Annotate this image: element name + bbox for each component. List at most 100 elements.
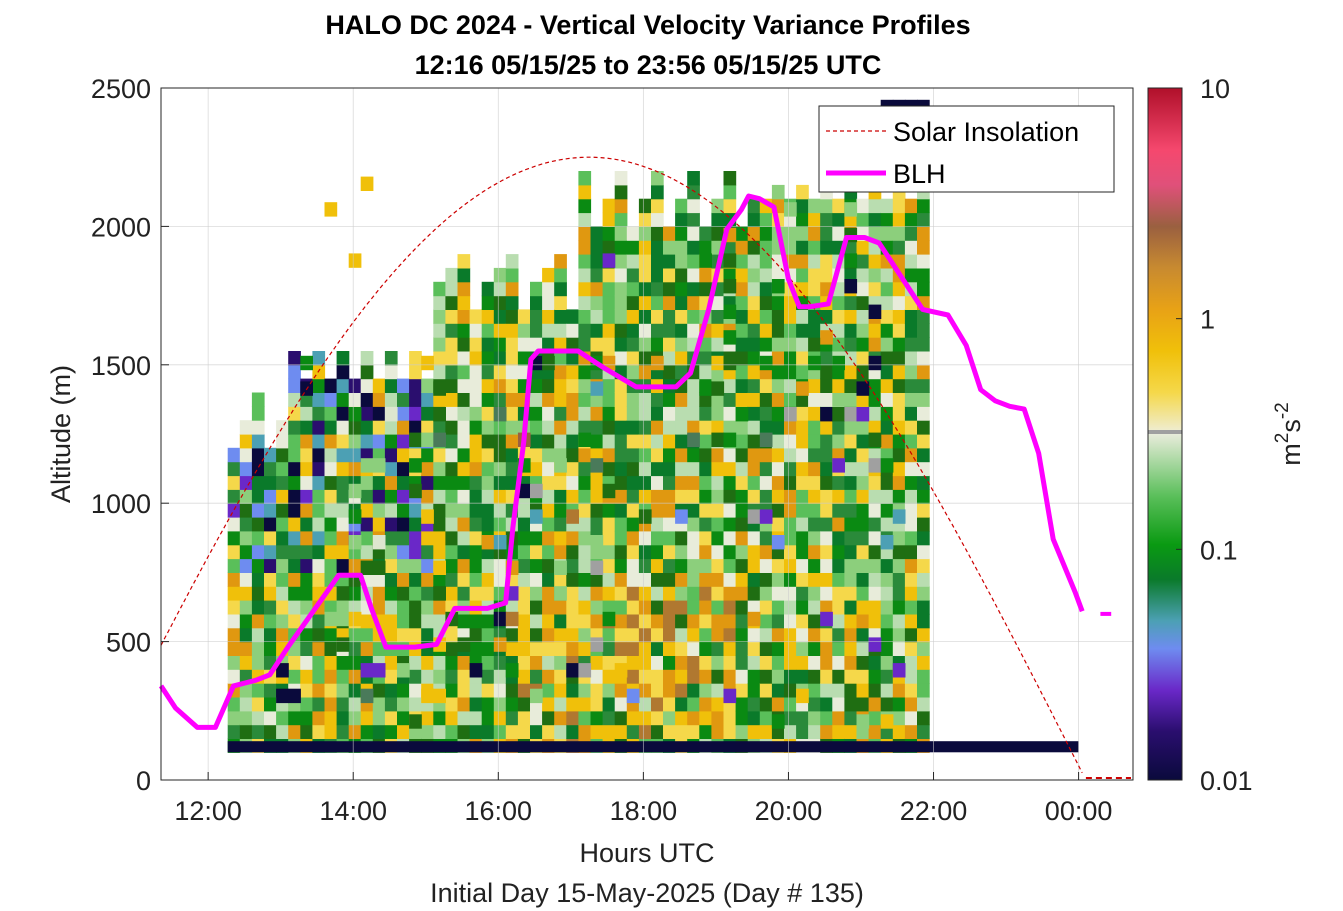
variance-cell	[723, 669, 737, 684]
variance-cell	[566, 613, 579, 629]
variance-cell	[445, 697, 459, 712]
variance-cell	[856, 655, 870, 670]
variance-cell	[759, 544, 773, 560]
variance-cell	[542, 613, 555, 629]
variance-cell	[493, 461, 507, 477]
variance-cell	[469, 337, 483, 352]
variance-cell	[820, 489, 833, 504]
variance-cell	[638, 710, 652, 726]
variance-cell	[917, 240, 930, 255]
variance-cell	[433, 392, 446, 407]
variance-cell	[651, 710, 664, 726]
variance-cell	[554, 572, 567, 587]
variance-cell	[590, 392, 604, 407]
variance-cell	[312, 627, 326, 643]
variance-cell	[808, 613, 821, 629]
variance-cell	[590, 697, 604, 712]
variance-cell	[638, 613, 652, 629]
variance-cell	[856, 627, 870, 643]
variance-cell	[227, 697, 241, 712]
variance-cell	[856, 309, 870, 324]
variance-cell	[796, 688, 809, 704]
variance-cell	[917, 254, 930, 269]
variance-cell	[566, 600, 579, 615]
variance-cell	[264, 544, 277, 560]
variance-cell	[844, 337, 858, 352]
variance-cell	[892, 351, 906, 366]
variance-cell	[457, 364, 471, 380]
variance-cell	[784, 475, 797, 490]
variance-cell	[360, 724, 374, 739]
variance-cell	[324, 611, 338, 627]
variance-cell	[505, 254, 519, 269]
x-tick-label: 18:00	[610, 796, 678, 826]
variance-cell	[759, 432, 773, 447]
variance-cell	[517, 683, 531, 698]
variance-cell	[384, 697, 398, 712]
variance-cell	[276, 600, 289, 615]
variance-cell	[892, 198, 906, 214]
variance-cell	[602, 253, 616, 268]
variance-cell	[880, 475, 894, 490]
variance-cell	[566, 406, 579, 421]
variance-cell	[554, 655, 567, 670]
variance-cell	[542, 434, 555, 449]
variance-cell	[651, 392, 664, 407]
variance-cell	[336, 420, 350, 435]
variance-cell	[433, 475, 446, 490]
variance-cell	[288, 600, 301, 615]
variance-cell	[336, 447, 350, 463]
variance-cell	[711, 447, 725, 463]
variance-cell	[917, 697, 930, 712]
variance-cell	[796, 475, 809, 490]
variance-cell	[844, 295, 858, 310]
variance-cell	[917, 724, 930, 739]
variance-cell	[917, 530, 930, 546]
variance-cell	[505, 627, 519, 643]
variance-cell	[759, 586, 773, 601]
variance-cell	[880, 600, 894, 615]
variance-cell	[844, 724, 858, 739]
variance-cell	[276, 710, 289, 726]
variance-cell	[711, 572, 725, 587]
variance-cell	[251, 710, 265, 726]
variance-cell	[904, 226, 918, 241]
variance-cell	[348, 535, 362, 550]
variance-cell	[820, 627, 833, 643]
variance-cell	[699, 253, 712, 268]
variance-cell	[759, 683, 773, 698]
variance-cell	[747, 683, 761, 698]
variance-cell	[747, 434, 761, 449]
variance-cell	[602, 710, 616, 726]
variance-cell	[808, 655, 821, 670]
variance-cell	[735, 240, 749, 255]
variance-cell	[675, 461, 688, 477]
variance-cell	[324, 544, 338, 560]
variance-cell	[638, 655, 652, 670]
variance-cell	[614, 475, 628, 490]
variance-cell	[384, 724, 398, 739]
variance-cell	[687, 669, 700, 684]
variance-cell	[747, 669, 761, 684]
variance-cell	[917, 392, 930, 407]
variance-cell	[808, 406, 821, 421]
variance-cell	[312, 475, 326, 490]
variance-cell	[469, 710, 483, 726]
variance-cell	[687, 655, 700, 670]
variance-cell	[675, 406, 688, 421]
variance-cell	[699, 461, 712, 477]
variance-cell	[626, 558, 640, 573]
variance-cell	[735, 420, 749, 435]
variance-cell	[723, 392, 737, 407]
variance-cell	[505, 378, 519, 393]
variance-cell	[312, 447, 326, 463]
y-tick-label: 1500	[91, 351, 151, 381]
variance-cell	[699, 351, 712, 366]
colorbar-label-base: m	[1276, 443, 1306, 466]
variance-cell	[638, 281, 652, 297]
variance-cell	[530, 378, 543, 393]
variance-cell	[457, 434, 471, 449]
variance-cell	[251, 600, 265, 615]
variance-cell	[372, 378, 386, 393]
variance-cell	[904, 392, 918, 407]
